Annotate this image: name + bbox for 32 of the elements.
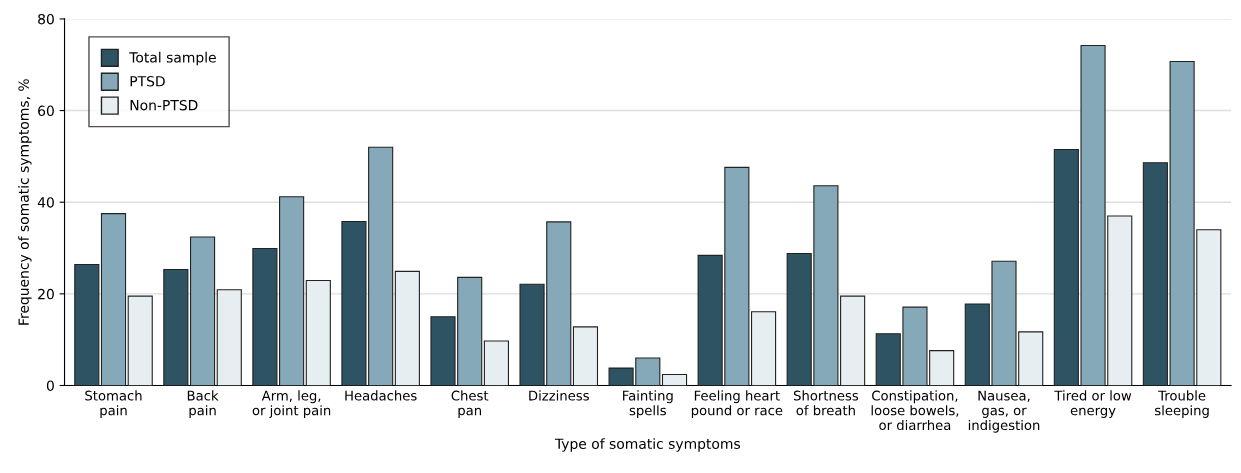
legend-label: Non-PTSD (130, 99, 198, 111)
x-tick-label: Chest pan (451, 390, 489, 418)
bar (127, 295, 153, 386)
y-tick-label: 60 (38, 105, 54, 117)
x-tick-label: Trouble sleeping (1155, 390, 1209, 418)
x-tick-label: Stomach pain (85, 390, 142, 418)
y-axis-title: Frequency of somatic symptoms, % (18, 79, 32, 325)
x-tick-label: Fainting spells (623, 390, 673, 418)
x-tick-label: Dizziness (529, 390, 589, 401)
x-tick-label: Back pain (187, 390, 219, 418)
y-tick-label: 40 (37, 197, 54, 208)
y-tick-label: 20 (38, 288, 54, 300)
bar (305, 280, 331, 386)
x-tick-label: Constipation, loose bowels, or diarrhea (871, 390, 959, 431)
bar (572, 326, 599, 386)
x-tick-label: Feeling heart pound or race (691, 390, 783, 418)
legend-label: Total sample (129, 51, 216, 66)
y-tick-label: 80 (38, 13, 54, 25)
bar (100, 213, 127, 386)
x-axis-title: Type of somatic symptoms (554, 438, 740, 452)
x-tick-label: Shortness of breath (793, 390, 859, 416)
y-tick-label: 0 (46, 380, 54, 391)
x-tick-label: Tired or low energy (1054, 390, 1132, 418)
x-tick-label: Arm, leg, or joint pain (252, 390, 331, 418)
x-tick-label: Headaches (345, 390, 417, 401)
bar (216, 289, 242, 386)
x-tick-label: Nausea, gas, or indigestion (968, 390, 1040, 433)
bar (394, 270, 420, 386)
bar (661, 373, 688, 386)
bar (483, 340, 509, 386)
legend-label: PTSD (130, 76, 165, 87)
bar (74, 263, 100, 386)
